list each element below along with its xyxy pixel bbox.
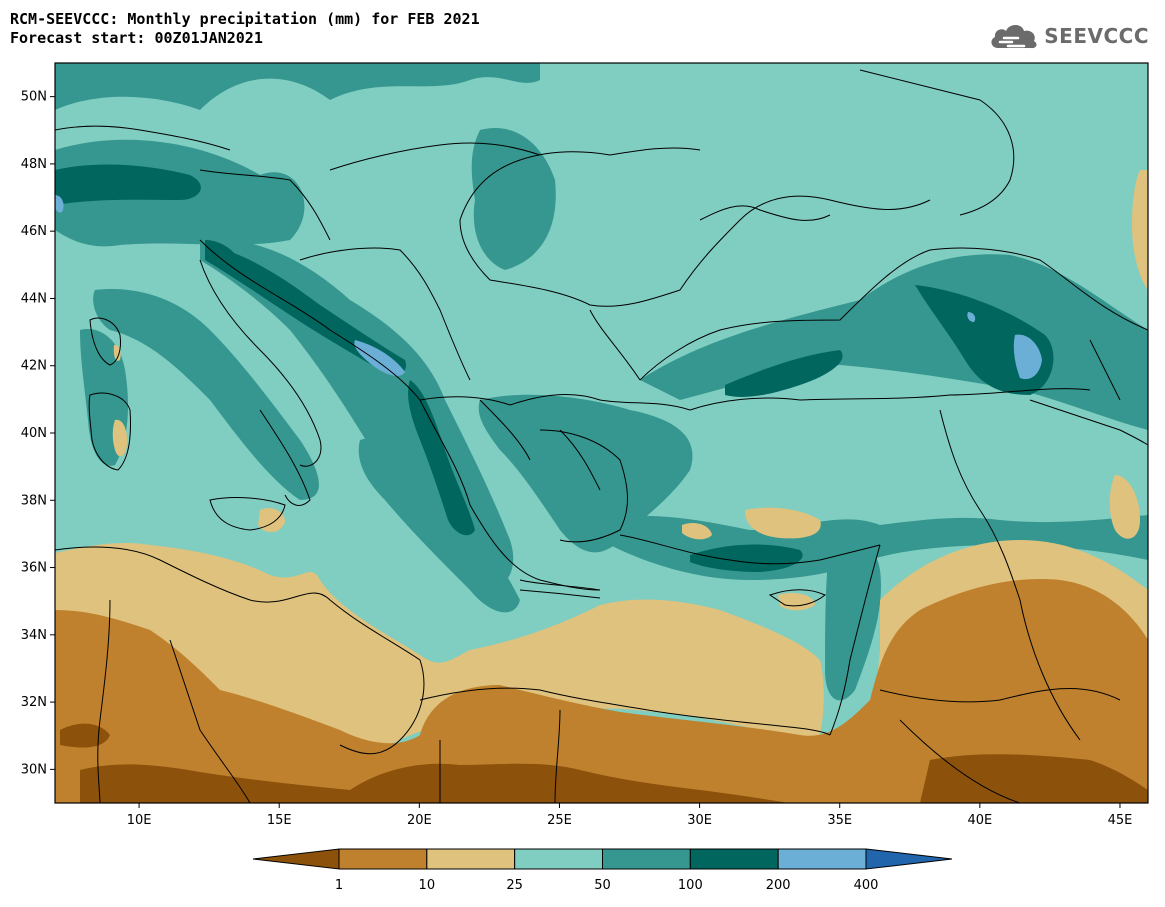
sahara-driest: [80, 763, 790, 803]
lat-tick-label: 30N: [21, 762, 47, 777]
montenegro-peak: [354, 340, 405, 376]
colorbar-label: 100: [678, 878, 703, 893]
latitude-axis: 30N 32N 34N 36N 38N 40N 42N 44N 46N 48N 50N: [21, 90, 55, 777]
iran-dry-patch: [1109, 475, 1140, 539]
lat-tick-label: 40N: [21, 426, 47, 441]
colorbar-segment: [689, 848, 779, 870]
colorbar-label: 50: [594, 878, 611, 893]
north-africa-dry-band: [55, 542, 824, 746]
lat-tick-label: 32N: [21, 695, 47, 710]
colorbar-label: 10: [419, 878, 436, 893]
aegean-band: [478, 394, 693, 553]
albania-greece-core: [408, 380, 475, 536]
sardinia-dry-patch: [112, 419, 128, 457]
colorbar-over-arrow: [865, 848, 953, 870]
colorbar-label: 1: [335, 878, 343, 893]
longitude-axis: 10E 15E 20E 25E 30E 35E 40E 45E: [127, 803, 1133, 828]
slovenia-core: [205, 240, 240, 265]
map-area: [55, 63, 1148, 803]
alps-peak: [55, 195, 64, 213]
lon-tick-label: 20E: [407, 813, 432, 828]
colorbar-under-arrow: [252, 848, 340, 870]
caucasus-peak: [1013, 334, 1042, 380]
levant-band: [825, 536, 881, 701]
seevccc-logo: SEEVCCC: [988, 20, 1149, 52]
libya-driest: [60, 723, 110, 748]
title-block: RCM-SEEVCCC: Monthly precipitation (mm) …: [10, 10, 480, 48]
colorbar-segment: [602, 848, 691, 870]
lat-tick-label: 50N: [21, 90, 47, 105]
anatolia-dry-patch: [745, 507, 821, 539]
coastlines: [55, 69, 1148, 803]
lat-tick-label: 34N: [21, 628, 47, 643]
anatolia-dry-patch-2: [682, 523, 712, 540]
caucasus-peak-2: [967, 312, 976, 322]
sahara-moderate-dry: [55, 579, 1148, 803]
black-sea-south-core: [725, 350, 843, 397]
colorbar-label: 400: [854, 878, 879, 893]
lat-tick-label: 46N: [21, 224, 47, 239]
colorbar: 1 10 25 50 100 200 400: [252, 848, 953, 893]
colorbar-label: 200: [766, 878, 791, 893]
colorbar-segment: [777, 848, 867, 870]
colorbar-segment: [514, 848, 604, 870]
italy-band: [93, 289, 319, 500]
cloud-icon: [991, 25, 1037, 49]
lon-tick-label: 45E: [1108, 813, 1133, 828]
colorbar-labels: 1 10 25 50 100 200 400: [335, 878, 879, 893]
lat-tick-label: 36N: [21, 561, 47, 576]
carpathian-band: [471, 128, 556, 270]
colorbar-segment: [338, 848, 428, 870]
map-title: RCM-SEEVCCC: Monthly precipitation (mm) …: [10, 10, 480, 28]
lon-tick-label: 30E: [687, 813, 712, 828]
turkey-south-core: [690, 544, 803, 572]
arabia-driest: [920, 754, 1148, 803]
colorbar-segment: [426, 848, 516, 870]
lon-tick-label: 35E: [827, 813, 852, 828]
lat-tick-label: 42N: [21, 359, 47, 374]
lat-tick-label: 48N: [21, 157, 47, 172]
forecast-start: Forecast start: 00Z01JAN2021: [10, 29, 263, 47]
ionian-band: [358, 437, 520, 613]
logo-text: SEEVCCC: [1044, 24, 1149, 48]
alps-precip-band: [55, 63, 540, 110]
corsica-dry-patch: [113, 344, 121, 361]
lon-tick-label: 10E: [127, 813, 152, 828]
caspian-dry-patch: [1132, 170, 1148, 290]
cyprus-dry-patch: [778, 593, 815, 611]
lat-tick-label: 44N: [21, 291, 47, 306]
lon-tick-label: 40E: [967, 813, 992, 828]
lon-tick-label: 25E: [547, 813, 572, 828]
colorbar-segments: [252, 848, 953, 870]
lat-tick-label: 38N: [21, 493, 47, 508]
colorbar-label: 25: [506, 878, 523, 893]
lon-tick-label: 15E: [267, 813, 292, 828]
alps-core: [55, 164, 201, 205]
